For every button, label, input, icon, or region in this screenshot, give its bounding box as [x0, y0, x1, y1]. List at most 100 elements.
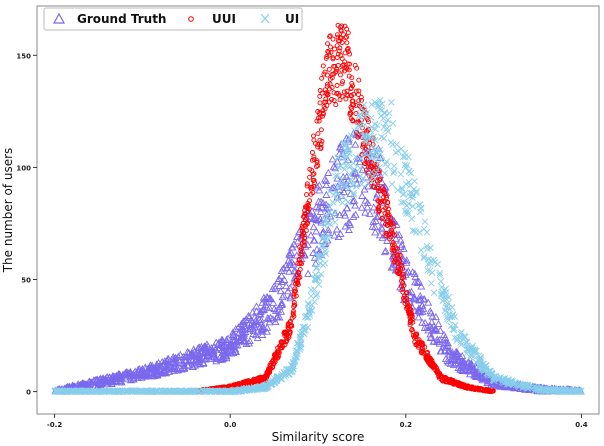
- data-point: [305, 301, 312, 308]
- data-point: [401, 149, 409, 157]
- data-point: [377, 176, 383, 182]
- legend-x-icon: [260, 13, 270, 24]
- data-point: [321, 99, 327, 105]
- data-point: [240, 321, 249, 329]
- data-point: [367, 164, 373, 170]
- data-point: [258, 298, 267, 306]
- data-point: [268, 284, 277, 293]
- data-point: [348, 110, 354, 116]
- plot-frame: [36, 5, 600, 415]
- data-point: [321, 236, 329, 244]
- data-point: [374, 178, 380, 184]
- data-point: [344, 92, 350, 98]
- data-point: [419, 340, 425, 346]
- data-point: [345, 45, 351, 51]
- data-point: [358, 181, 365, 188]
- data-point: [357, 104, 365, 112]
- data-point: [328, 184, 337, 192]
- data-point: [344, 26, 350, 32]
- data-point: [420, 345, 425, 351]
- data-point: [546, 387, 553, 395]
- data-point: [191, 361, 200, 369]
- data-point: [253, 333, 262, 341]
- data-point: [318, 146, 324, 152]
- data-point: [316, 207, 325, 215]
- data-point: [443, 295, 450, 303]
- data-point: [322, 180, 331, 189]
- data-point: [339, 93, 345, 99]
- data-point: [437, 373, 442, 379]
- data-point: [324, 219, 332, 227]
- data-point: [490, 373, 498, 380]
- data-point: [313, 264, 321, 271]
- data-point: [310, 178, 316, 183]
- data-point: [447, 377, 453, 382]
- data-point: [420, 254, 428, 262]
- data-point: [409, 202, 417, 210]
- data-point: [278, 370, 286, 378]
- data-point: [399, 153, 407, 161]
- data-point: [237, 322, 246, 330]
- data-point: [314, 204, 323, 212]
- data-point: [273, 373, 281, 381]
- data-point: [267, 370, 273, 375]
- data-point: [271, 306, 280, 314]
- data-point: [309, 222, 318, 231]
- data-point: [499, 378, 506, 386]
- data-point: [315, 163, 321, 169]
- data-point: [361, 150, 369, 157]
- data-point: [480, 366, 488, 374]
- data-point: [329, 198, 337, 206]
- data-point: [402, 210, 410, 217]
- data-point: [337, 162, 345, 170]
- data-point: [349, 197, 357, 205]
- data-point: [199, 343, 208, 351]
- data-point: [532, 384, 540, 392]
- data-point: [336, 142, 345, 151]
- data-point: [306, 231, 315, 239]
- data-point: [278, 277, 286, 286]
- data-point: [365, 209, 374, 217]
- data-point: [378, 133, 385, 141]
- data-point: [292, 251, 301, 259]
- data-point: [347, 51, 353, 57]
- data-point: [338, 27, 344, 33]
- data-point: [350, 117, 356, 123]
- data-point: [322, 69, 328, 75]
- data-point: [309, 168, 315, 174]
- data-point: [325, 49, 331, 54]
- data-point: [292, 286, 298, 292]
- data-point: [263, 303, 271, 311]
- data-point: [291, 300, 297, 305]
- data-point: [305, 308, 313, 316]
- data-point: [334, 190, 341, 198]
- data-point: [196, 360, 205, 368]
- data-point: [210, 353, 219, 361]
- data-point: [404, 296, 410, 301]
- data-point: [229, 330, 238, 338]
- data-point: [426, 307, 435, 315]
- data-point: [234, 323, 243, 331]
- data-point: [408, 306, 414, 312]
- data-point: [377, 223, 386, 231]
- data-point: [389, 120, 397, 127]
- data-point: [135, 388, 143, 395]
- data-point: [375, 184, 381, 190]
- data-point: [340, 208, 348, 216]
- data-point: [207, 354, 216, 363]
- data-point: [538, 385, 546, 393]
- data-point: [418, 301, 427, 309]
- data-point: [199, 358, 208, 366]
- data-point: [376, 105, 384, 113]
- data-point: [348, 92, 354, 98]
- data-point: [167, 388, 174, 395]
- data-point: [341, 165, 348, 173]
- data-point: [424, 354, 430, 360]
- data-point: [397, 240, 406, 248]
- data-point: [384, 163, 391, 170]
- data-point: [138, 370, 147, 379]
- data-point: [335, 51, 341, 57]
- data-point: [385, 212, 390, 218]
- data-point: [413, 342, 419, 348]
- data-point: [302, 217, 308, 222]
